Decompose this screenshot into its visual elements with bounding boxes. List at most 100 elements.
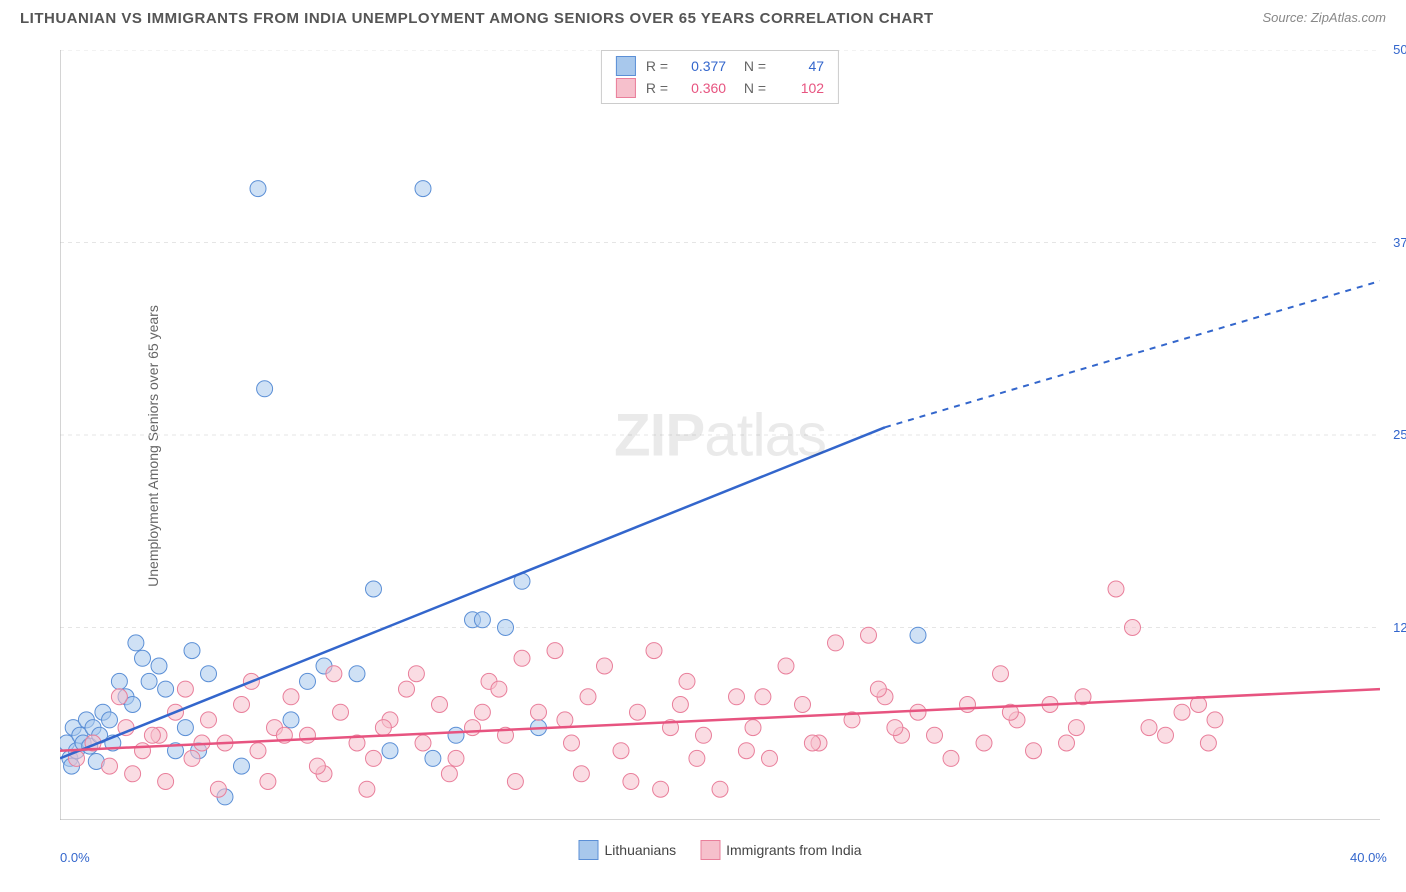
data-point <box>141 673 157 689</box>
data-point <box>887 720 903 736</box>
data-point <box>234 697 250 713</box>
data-point <box>144 727 160 743</box>
data-point <box>125 766 141 782</box>
data-point <box>993 666 1009 682</box>
data-point <box>943 750 959 766</box>
trend-line-ext <box>885 281 1380 427</box>
data-point <box>415 181 431 197</box>
data-point <box>557 712 573 728</box>
data-point <box>960 697 976 713</box>
data-point <box>326 666 342 682</box>
data-point <box>1108 581 1124 597</box>
data-point <box>1200 735 1216 751</box>
data-point <box>547 643 563 659</box>
data-point <box>309 758 325 774</box>
data-point <box>712 781 728 797</box>
data-point <box>158 681 174 697</box>
data-point <box>283 689 299 705</box>
series-legend: Lithuanians Immigrants from India <box>579 840 862 860</box>
data-point <box>382 743 398 759</box>
data-point <box>491 681 507 697</box>
trend-line <box>60 427 885 758</box>
x-tick-label: 40.0% <box>1350 850 1387 865</box>
data-point <box>210 781 226 797</box>
data-point <box>804 735 820 751</box>
data-point <box>135 743 151 759</box>
data-point <box>689 750 705 766</box>
legend-stat-row: R =0.377 N =47 <box>616 55 824 77</box>
stat-n-label: N = <box>736 80 766 96</box>
legend-stat-row: R =0.360 N =102 <box>616 77 824 99</box>
data-point <box>128 635 144 651</box>
stat-r-value: 0.377 <box>678 58 726 74</box>
data-point <box>870 681 886 697</box>
y-tick-label: 12.5% <box>1393 620 1406 635</box>
data-point <box>573 766 589 782</box>
data-point <box>623 774 639 790</box>
data-point <box>1207 712 1223 728</box>
stat-r-label: R = <box>646 80 668 96</box>
data-point <box>696 727 712 743</box>
stat-n-value: 47 <box>776 58 824 74</box>
data-point <box>201 712 217 728</box>
data-point <box>679 673 695 689</box>
legend-swatch <box>616 78 636 98</box>
y-tick-label: 50.0% <box>1393 42 1406 57</box>
data-point <box>1125 620 1141 636</box>
data-point <box>672 697 688 713</box>
data-point <box>1174 704 1190 720</box>
data-point <box>778 658 794 674</box>
data-point <box>184 750 200 766</box>
data-point <box>448 750 464 766</box>
data-point <box>102 712 118 728</box>
data-point <box>177 720 193 736</box>
data-point <box>1059 735 1075 751</box>
x-tick-label: 0.0% <box>60 850 90 865</box>
data-point <box>738 743 754 759</box>
data-point <box>158 774 174 790</box>
data-point <box>630 704 646 720</box>
data-point <box>257 381 273 397</box>
legend-label: Lithuanians <box>605 842 677 858</box>
scatter-svg <box>60 50 1380 820</box>
data-point <box>653 781 669 797</box>
legend-label: Immigrants from India <box>726 842 861 858</box>
data-point <box>300 727 316 743</box>
data-point <box>597 658 613 674</box>
data-point <box>531 704 547 720</box>
data-point <box>1026 743 1042 759</box>
y-tick-label: 25.0% <box>1393 427 1406 442</box>
data-point <box>111 673 127 689</box>
data-point <box>260 774 276 790</box>
correlation-legend: R = 0.377 N = 47 R =0.360 N =102 <box>601 50 839 104</box>
data-point <box>613 743 629 759</box>
data-point <box>1158 727 1174 743</box>
data-point <box>366 581 382 597</box>
data-point <box>201 666 217 682</box>
data-point <box>250 181 266 197</box>
chart-plot-area: ZIPatlas R =0.377 N =47R =0.360 N =102 L… <box>60 50 1380 820</box>
data-point <box>795 697 811 713</box>
stat-r-label: R = <box>646 58 668 74</box>
data-point <box>729 689 745 705</box>
data-point <box>399 681 415 697</box>
data-point <box>408 666 424 682</box>
data-point <box>1068 720 1084 736</box>
data-point <box>333 704 349 720</box>
data-point <box>976 735 992 751</box>
legend-swatch <box>700 840 720 860</box>
data-point <box>927 727 943 743</box>
chart-title: LITHUANIAN VS IMMIGRANTS FROM INDIA UNEM… <box>20 10 934 27</box>
data-point <box>102 758 118 774</box>
data-point <box>465 720 481 736</box>
data-point <box>474 704 490 720</box>
data-point <box>755 689 771 705</box>
data-point <box>300 673 316 689</box>
data-point <box>425 750 441 766</box>
data-point <box>828 635 844 651</box>
data-point <box>375 720 391 736</box>
legend-item: Immigrants from India <box>700 840 861 860</box>
data-point <box>432 697 448 713</box>
data-point <box>762 750 778 766</box>
data-point <box>250 743 266 759</box>
